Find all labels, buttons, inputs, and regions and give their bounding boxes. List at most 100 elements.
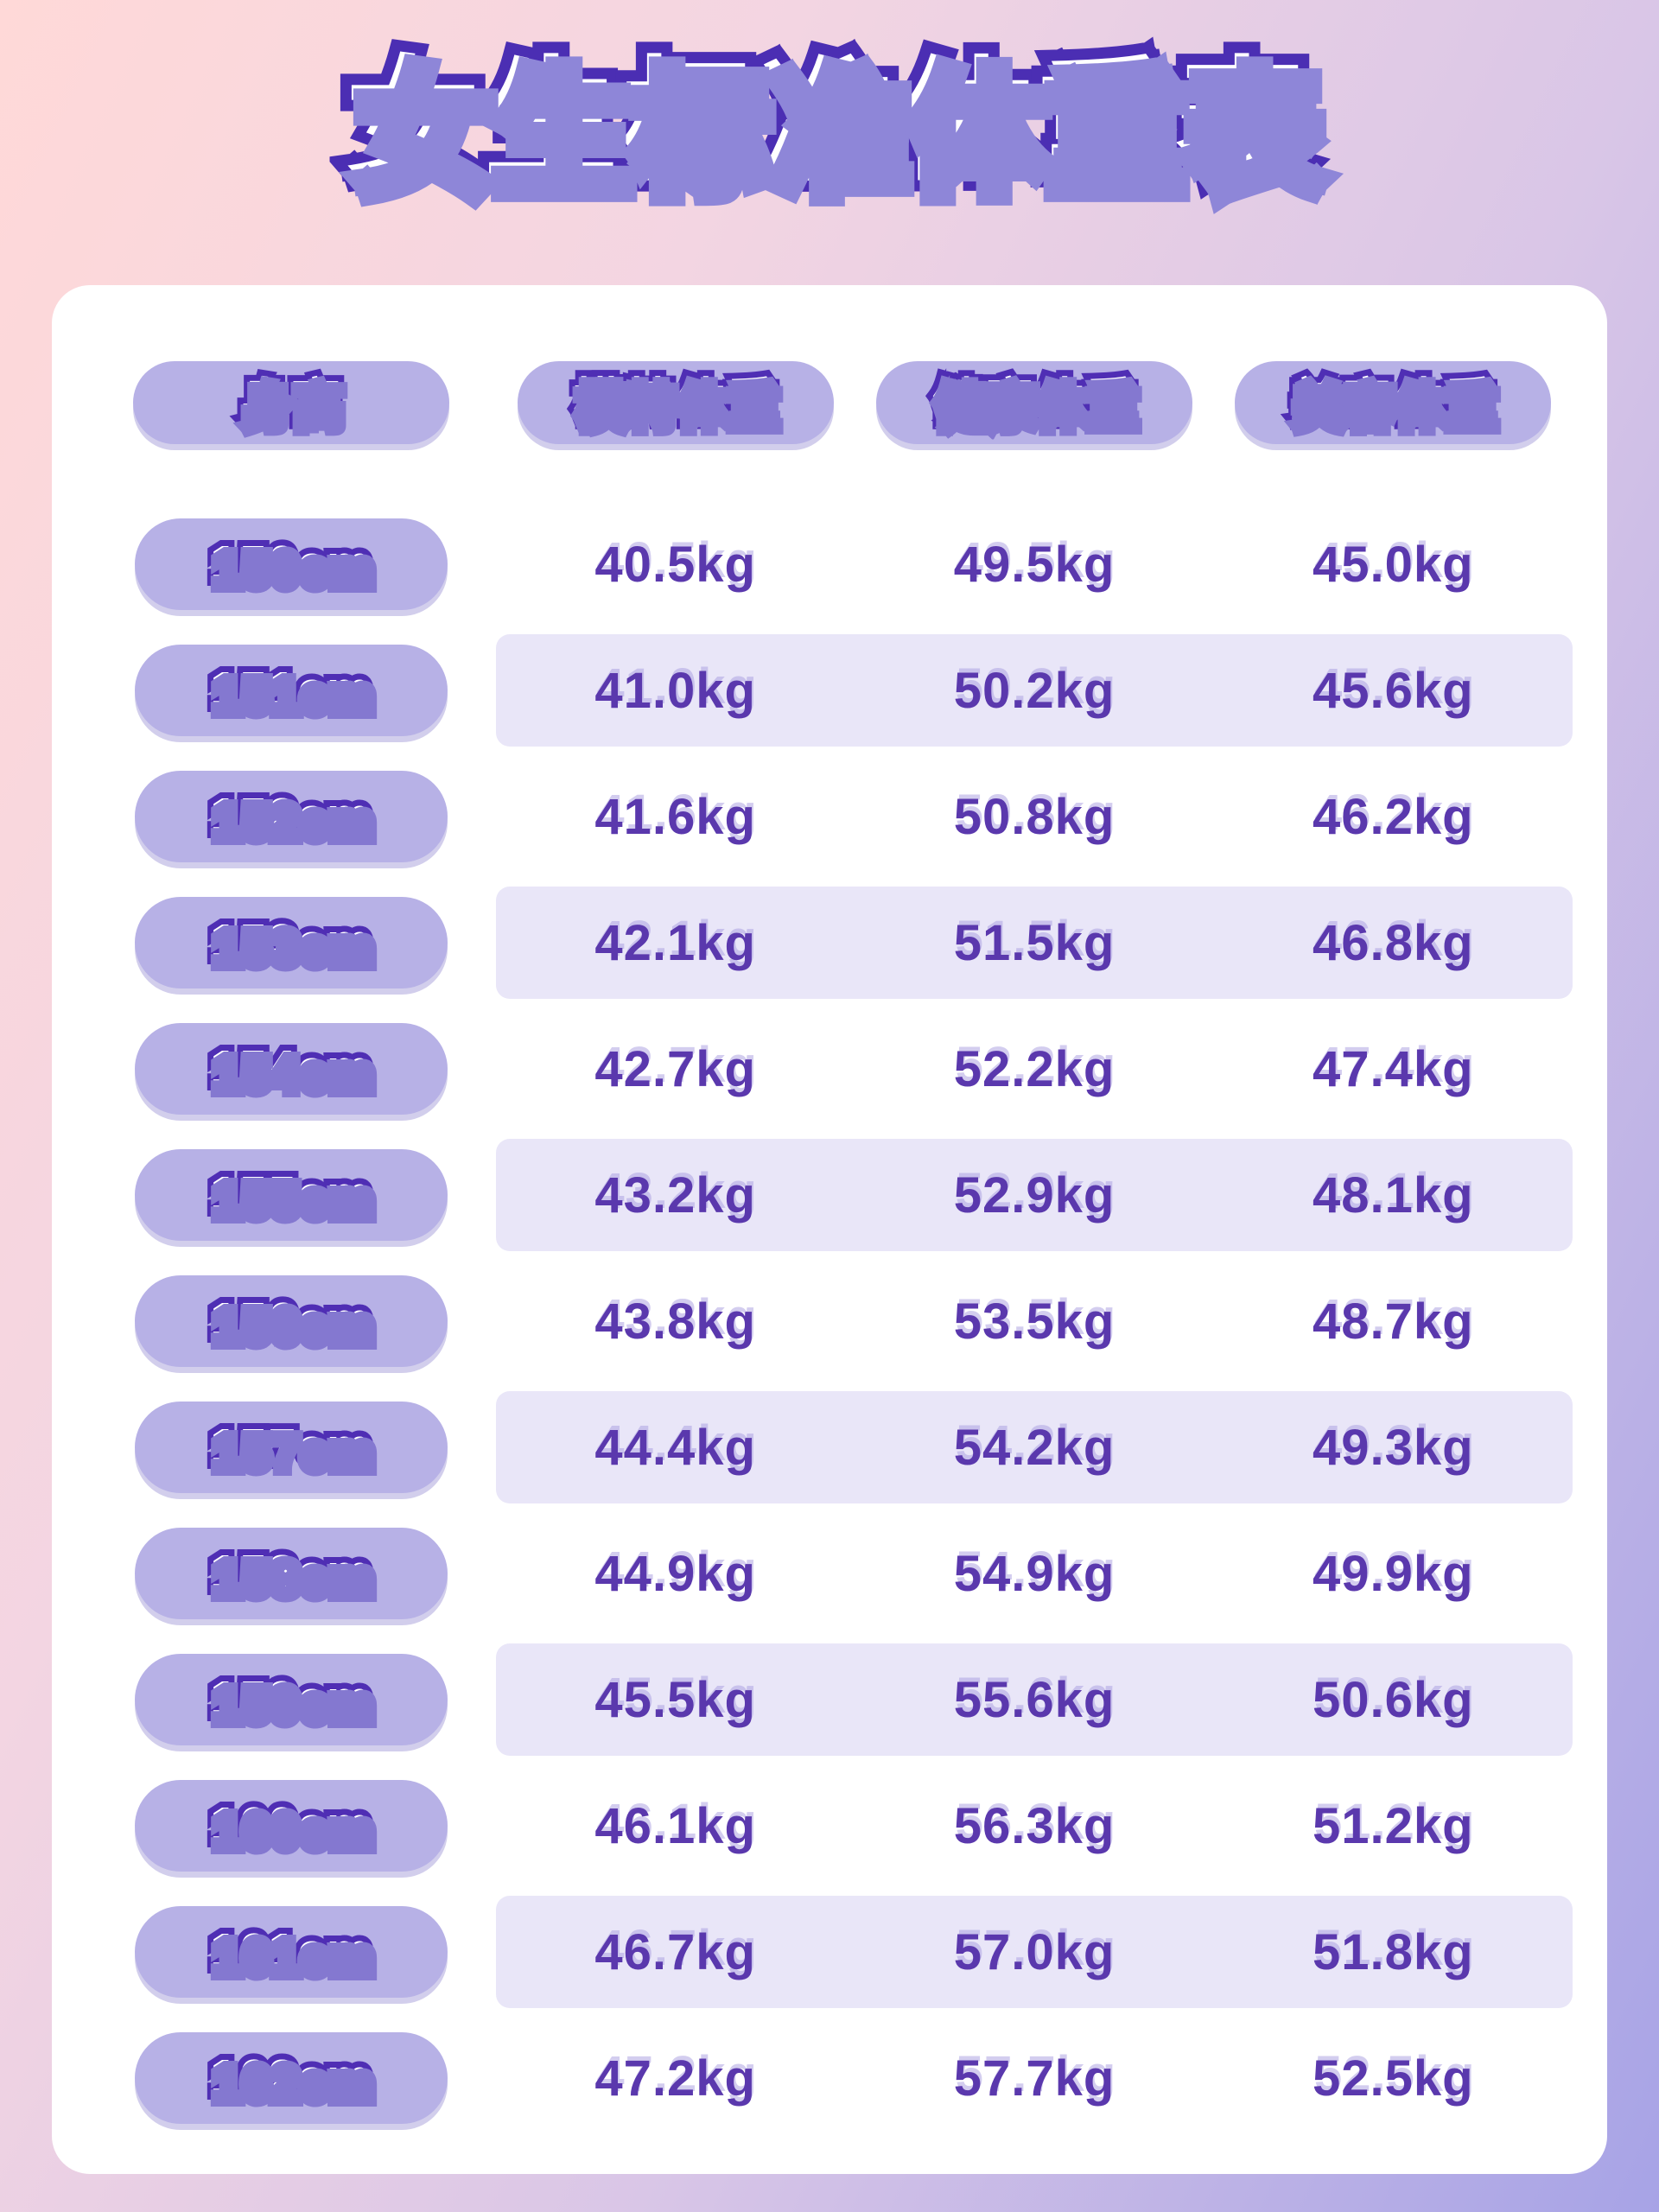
height-label-text: 151cm (210, 662, 372, 718)
height-label-shadow: 158cm (207, 1546, 379, 1613)
table-row: 150cm 150cm 150cm 40.5kg 49.5kg 45.0kg (86, 508, 1573, 620)
header-label-height-outline: 身高 (234, 368, 346, 435)
healthy-weight-value: 50.8kg (953, 788, 1116, 845)
header-label-beauty-weight-outline: 美容体重 (1285, 368, 1499, 435)
table-row: 157cm 157cm 157cm 44.4kg 54.2kg 49.3kg (86, 1391, 1573, 1503)
height-label-shadow: 162cm (207, 2050, 379, 2118)
row-values: 44.9kg 54.9kg 49.9kg (496, 1517, 1573, 1630)
height-pill: 162cm 162cm 162cm (135, 2032, 448, 2124)
header-label-model-weight-text: 模特体重 (573, 374, 778, 430)
header-pill-beauty-weight: 美容体重 美容体重 美容体重 (1235, 361, 1552, 444)
height-label-shadow: 151cm (207, 663, 379, 730)
row-values: 44.4kg 54.2kg 49.3kg (496, 1391, 1573, 1503)
height-label: 155cm 155cm 155cm (204, 1160, 379, 1235)
row-values: 41.6kg 50.8kg 46.2kg (496, 760, 1573, 873)
header-label-model-weight: 模特体重 模特体重 模特体重 (568, 368, 785, 442)
healthy-weight-value: 54.9kg (953, 1545, 1116, 1602)
height-pill: 155cm 155cm 155cm (135, 1149, 448, 1241)
height-label: 159cm 159cm 159cm (204, 1665, 379, 1739)
healthy-weight-value: 50.2kg (953, 662, 1116, 719)
table-row: 158cm 158cm 158cm 44.9kg 54.9kg 49.9kg (86, 1517, 1573, 1630)
height-label-outline: 153cm (204, 908, 376, 976)
model-weight-value: 40.5kg (594, 536, 756, 593)
header-label-height-shadow: 身高 (238, 375, 350, 442)
model-weight-value: 41.6kg (594, 788, 756, 845)
header-label-height: 身高 身高 身高 (234, 368, 350, 442)
beauty-weight-value: 49.3kg (1313, 1419, 1474, 1476)
header-label-height-text: 身高 (240, 374, 342, 430)
height-label-text: 158cm (210, 1545, 372, 1601)
height-pill: 150cm 150cm 150cm (135, 518, 448, 610)
beauty-weight-value: 50.6kg (1313, 1671, 1474, 1728)
table-row: 152cm 152cm 152cm 41.6kg 50.8kg 46.2kg (86, 760, 1573, 873)
row-values: 42.7kg 52.2kg 47.4kg (496, 1013, 1573, 1125)
height-label-text: 152cm (210, 788, 372, 844)
model-weight-value: 44.4kg (594, 1419, 756, 1476)
model-weight-value: 42.1kg (594, 914, 756, 971)
height-label: 157cm 157cm 157cm (204, 1413, 379, 1487)
height-label-outline: 157cm (204, 1413, 376, 1480)
beauty-weight-value: 48.7kg (1313, 1293, 1474, 1350)
table-header-row: 身高 身高 身高 模特体重 模特体重 模特体重 健康体重 健康体重 (86, 361, 1573, 444)
beauty-weight-value: 51.8kg (1313, 1923, 1474, 1980)
height-label: 150cm 150cm 150cm (204, 530, 379, 604)
beauty-weight-value: 45.0kg (1313, 536, 1474, 593)
height-label-shadow: 159cm (207, 1672, 379, 1739)
height-label-outline: 156cm (204, 1287, 376, 1354)
model-weight-value: 45.5kg (594, 1671, 756, 1728)
table-row: 156cm 156cm 156cm 43.8kg 53.5kg 48.7kg (86, 1265, 1573, 1377)
healthy-weight-value: 57.0kg (953, 1923, 1116, 1980)
height-pill: 154cm 154cm 154cm (135, 1023, 448, 1115)
header-pill-healthy-weight: 健康体重 健康体重 健康体重 (875, 361, 1192, 444)
height-label: 156cm 156cm 156cm (204, 1287, 379, 1361)
header-label-beauty-weight-text: 美容体重 (1291, 374, 1496, 430)
table-row: 161cm 161cm 161cm 46.7kg 57.0kg 51.8kg (86, 1896, 1573, 2008)
healthy-weight-value: 52.9kg (953, 1166, 1116, 1224)
height-pill: 156cm 156cm 156cm (135, 1275, 448, 1367)
height-label-outline: 151cm (204, 656, 376, 723)
healthy-weight-value: 49.5kg (953, 536, 1116, 593)
height-pill: 161cm 161cm 161cm (135, 1906, 448, 1998)
height-label-outline: 155cm (204, 1160, 376, 1228)
height-label: 162cm 162cm 162cm (204, 2044, 379, 2118)
healthy-weight-value: 57.7kg (953, 2050, 1116, 2107)
height-label-outline: 154cm (204, 1034, 376, 1102)
height-label-outline: 158cm (204, 1539, 376, 1606)
beauty-weight-value: 51.2kg (1313, 1797, 1474, 1854)
table-row: 162cm 162cm 162cm 47.2kg 57.7kg 52.5kg (86, 2022, 1573, 2134)
beauty-weight-value: 46.8kg (1313, 914, 1474, 971)
row-values: 41.0kg 50.2kg 45.6kg (496, 634, 1573, 747)
header-label-model-weight-outline: 模特体重 (568, 368, 782, 435)
model-weight-value: 43.2kg (594, 1166, 756, 1224)
beauty-weight-value: 47.4kg (1313, 1040, 1474, 1097)
table-row: 159cm 159cm 159cm 45.5kg 55.6kg 50.6kg (86, 1643, 1573, 1756)
page-title: 女生标准体重表 女生标准体重表 女生标准体重表 (334, 35, 1333, 222)
height-pill: 157cm 157cm 157cm (135, 1402, 448, 1493)
row-values: 46.1kg 56.3kg 51.2kg (496, 1770, 1573, 1882)
height-label-outline: 162cm (204, 2044, 376, 2111)
height-pill: 151cm 151cm 151cm (135, 645, 448, 736)
height-label-outline: 161cm (204, 1917, 376, 1985)
height-label-outline: 152cm (204, 782, 376, 849)
height-label-outline: 150cm (204, 530, 376, 597)
healthy-weight-value: 53.5kg (953, 1293, 1116, 1350)
height-label-text: 161cm (210, 1923, 372, 1980)
height-pill: 153cm 153cm 153cm (135, 897, 448, 988)
model-weight-value: 46.1kg (594, 1797, 756, 1854)
model-weight-value: 44.9kg (594, 1545, 756, 1602)
height-label-text: 154cm (210, 1040, 372, 1096)
height-label-shadow: 161cm (207, 1924, 379, 1992)
beauty-weight-value: 45.6kg (1313, 662, 1474, 719)
height-pill: 160cm 160cm 160cm (135, 1780, 448, 1872)
height-label-text: 162cm (210, 2050, 372, 2106)
height-label: 158cm 158cm 158cm (204, 1539, 379, 1613)
height-label-text: 150cm (210, 536, 372, 592)
model-weight-value: 41.0kg (594, 662, 756, 719)
healthy-weight-value: 55.6kg (953, 1671, 1116, 1728)
table-card: 身高 身高 身高 模特体重 模特体重 模特体重 健康体重 健康体重 (52, 285, 1607, 2174)
header-label-beauty-weight: 美容体重 美容体重 美容体重 (1285, 368, 1503, 442)
table-row: 155cm 155cm 155cm 43.2kg 52.9kg 48.1kg (86, 1139, 1573, 1251)
model-weight-value: 42.7kg (594, 1040, 756, 1097)
row-values: 47.2kg 57.7kg 52.5kg (496, 2022, 1573, 2134)
beauty-weight-value: 48.1kg (1313, 1166, 1474, 1224)
